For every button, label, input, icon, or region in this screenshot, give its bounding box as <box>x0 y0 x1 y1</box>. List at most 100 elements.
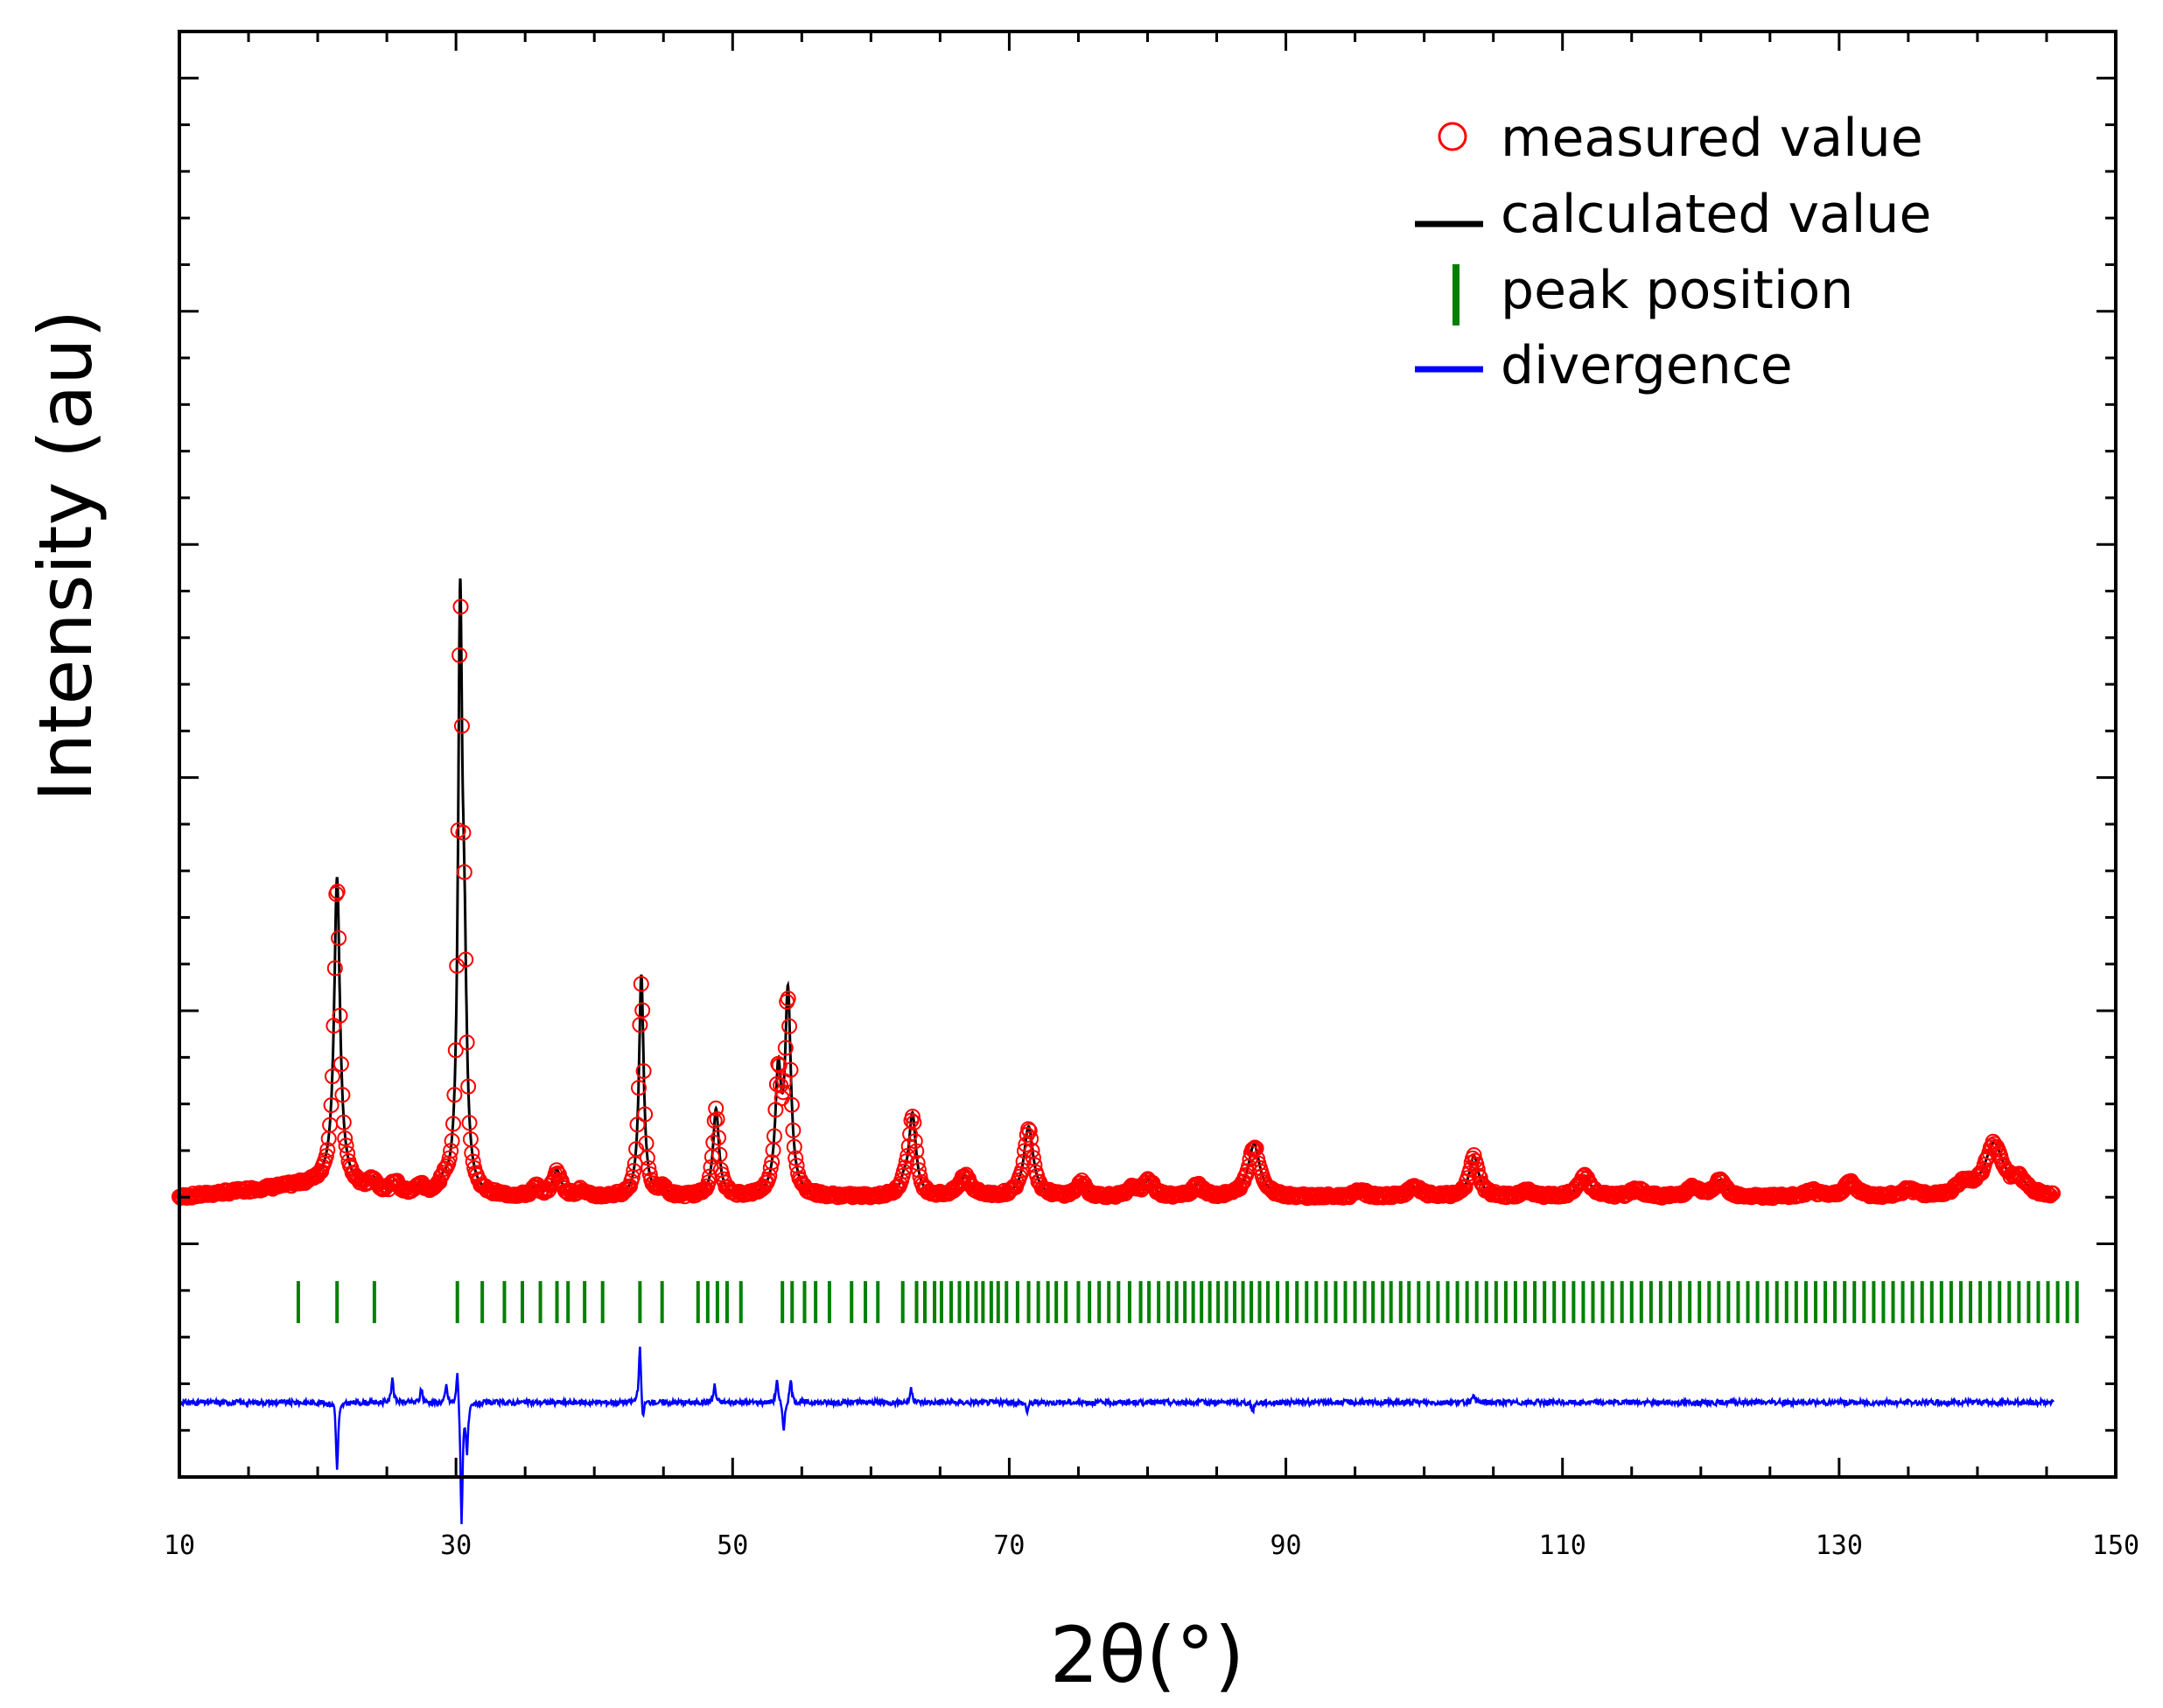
measured-point <box>1020 1121 1037 1138</box>
measured-point <box>788 1150 804 1166</box>
legend-divergence-label: divergence <box>1501 335 1793 396</box>
measured-point <box>2042 1187 2059 1204</box>
measured-point <box>431 1173 448 1190</box>
measured-point <box>319 1142 336 1158</box>
measured-point <box>453 718 470 734</box>
legend-peak-label: peak position <box>1501 260 1853 321</box>
measured-point <box>764 1154 780 1171</box>
divergence-line <box>178 1347 2054 1524</box>
measured-point <box>461 1115 478 1131</box>
measured-point <box>331 930 347 947</box>
legend-calculated-label: calculated value <box>1501 184 1931 245</box>
measured-point <box>629 1116 646 1133</box>
measured-point <box>898 1153 914 1170</box>
measured-point <box>780 990 796 1007</box>
measured-point <box>626 1163 642 1179</box>
measured-point <box>445 1116 461 1132</box>
measured-point <box>632 1017 648 1033</box>
measured-point <box>323 1097 340 1114</box>
measured-point <box>706 1112 723 1129</box>
measured-point <box>329 883 346 900</box>
measured-point <box>631 1080 647 1096</box>
x-tick-labels: 10 30 50 70 90 110 130 150 <box>164 1530 2139 1561</box>
measured-point <box>640 1160 657 1177</box>
measured-point <box>1024 1142 1040 1158</box>
measured-point <box>340 1145 356 1162</box>
measured-point <box>325 1068 340 1085</box>
measured-point <box>770 1055 787 1072</box>
measured-point <box>1781 1189 1797 1206</box>
x-tick-label: 130 <box>1816 1530 1863 1561</box>
divergence-series <box>178 1347 2054 1524</box>
measured-point <box>766 1128 782 1144</box>
measured-point <box>1471 1167 1488 1184</box>
y-axis-title: Intensity (au) <box>23 310 108 802</box>
x-tick-label: 30 <box>440 1530 472 1561</box>
measured-point <box>1025 1150 1041 1166</box>
measured-point <box>1021 1123 1038 1139</box>
measured-point <box>906 1115 922 1130</box>
measured-point <box>332 1007 348 1024</box>
measured-point <box>639 1150 655 1166</box>
measured-point <box>708 1100 724 1116</box>
measured-point <box>2045 1185 2062 1201</box>
measured-point <box>335 1114 352 1130</box>
measured-point <box>460 1078 477 1095</box>
measured-point <box>635 1063 652 1080</box>
measured-point <box>711 1146 728 1163</box>
x-tick-label: 150 <box>2092 1530 2139 1561</box>
measured-point <box>1466 1147 1482 1164</box>
measured-point <box>705 1134 722 1151</box>
measured-point <box>447 1042 464 1059</box>
measured-point <box>318 1148 334 1165</box>
measured-point <box>777 1040 794 1056</box>
measured-point <box>633 976 649 992</box>
measured-point <box>452 598 469 615</box>
measured-point <box>904 1109 920 1125</box>
measured-point <box>773 1077 789 1094</box>
measured-point <box>1015 1153 1032 1170</box>
x-tick-label: 10 <box>164 1530 195 1561</box>
measured-point <box>700 1174 717 1191</box>
measured-point <box>458 951 474 968</box>
legend-measured-marker <box>1438 122 1467 151</box>
measured-point <box>710 1130 726 1146</box>
measured-point <box>452 647 468 663</box>
x-tick-label: 70 <box>993 1530 1025 1561</box>
plot-frame <box>178 30 2118 1479</box>
measured-point <box>782 1061 799 1078</box>
measured-point <box>908 1143 925 1159</box>
measured-point <box>326 960 343 976</box>
legend-measured-label: measured value <box>1501 108 1923 169</box>
measured-point <box>446 1087 463 1103</box>
calculated-line <box>178 578 2054 1199</box>
x-tick-label: 50 <box>717 1530 748 1561</box>
measured-point <box>762 1159 779 1176</box>
peak-position-series <box>296 1281 2079 1324</box>
measured-point <box>703 1159 719 1175</box>
measured-point <box>334 1087 351 1103</box>
measured-point <box>441 1150 458 1166</box>
measured-point <box>781 1018 798 1034</box>
x-tick-label: 90 <box>1270 1530 1302 1561</box>
measured-point <box>455 824 472 841</box>
measured-point <box>775 1084 791 1101</box>
measured-point <box>464 1144 480 1161</box>
measured-point <box>786 1138 802 1155</box>
measured-point <box>1248 1140 1264 1157</box>
measured-series <box>172 598 2062 1207</box>
legend: measured value calculated value peak pos… <box>1415 108 1931 396</box>
plot-area <box>172 578 2079 1524</box>
measured-point <box>456 864 472 880</box>
measured-point <box>1023 1130 1040 1147</box>
measured-point <box>338 1138 354 1154</box>
measured-point <box>771 1057 788 1074</box>
measured-point <box>783 1096 800 1113</box>
measured-point <box>443 1143 459 1159</box>
axis-ticks <box>178 30 2118 1479</box>
measured-point <box>444 1132 460 1149</box>
calculated-series <box>178 578 2054 1199</box>
measured-point <box>458 1034 475 1051</box>
measured-point <box>785 1122 802 1138</box>
